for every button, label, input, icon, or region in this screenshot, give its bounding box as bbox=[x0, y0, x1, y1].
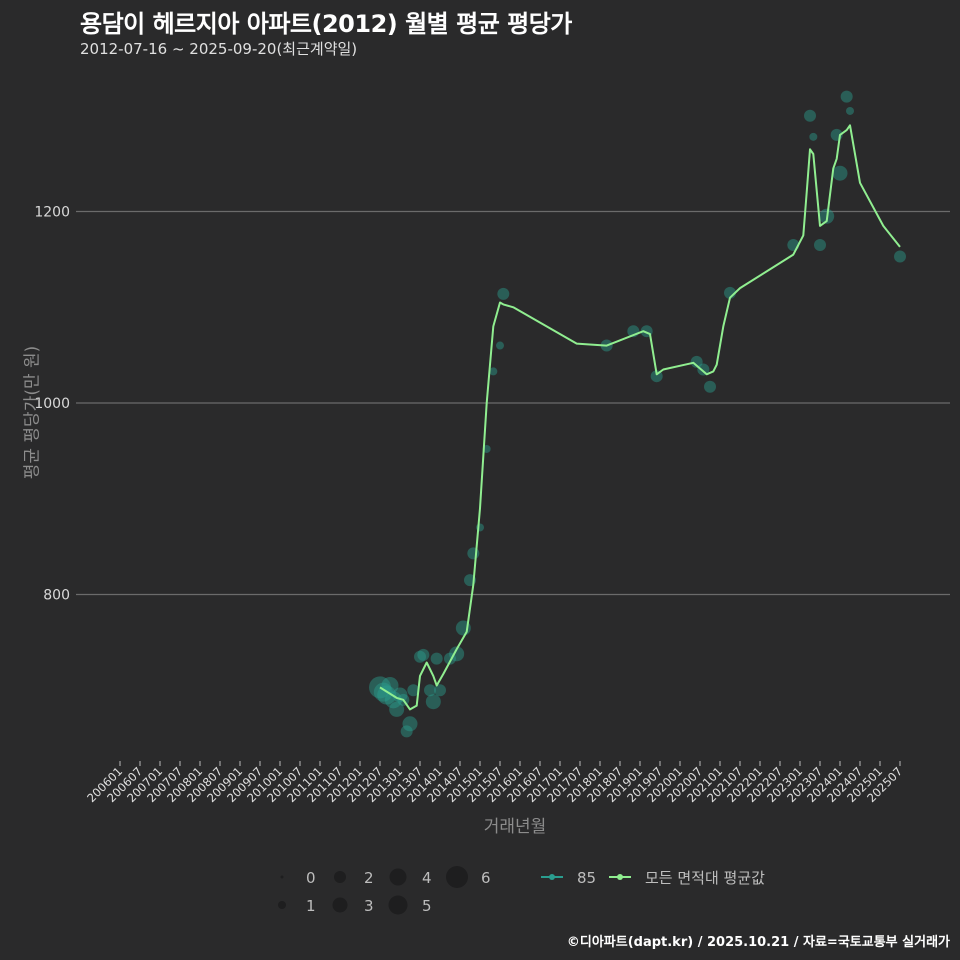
source-credit: ©디아파트(dapt.kr) / 2025.10.21 / 자료=국토교통부 실… bbox=[566, 935, 950, 950]
svg-text:2: 2 bbox=[364, 869, 374, 887]
svg-text:모든 면적대 평균값: 모든 면적대 평균값 bbox=[645, 869, 765, 887]
svg-text:3: 3 bbox=[364, 897, 374, 915]
x-axis-ticks: 2006012006072007012007072008012008072009… bbox=[84, 761, 905, 805]
chart-title: 용담이 헤르지아 아파트(2012) 월별 평균 평당가 bbox=[80, 10, 572, 38]
gridlines bbox=[76, 210, 950, 596]
svg-text:4: 4 bbox=[422, 869, 432, 887]
y-axis-label: 평균 평당가(만 원) bbox=[22, 345, 43, 480]
series-average-line bbox=[379, 124, 901, 711]
svg-text:1: 1 bbox=[306, 897, 316, 915]
svg-text:1200: 1200 bbox=[34, 205, 70, 221]
svg-text:800: 800 bbox=[43, 588, 70, 604]
svg-text:6: 6 bbox=[481, 869, 491, 887]
x-axis-label: 거래년월 bbox=[483, 817, 547, 837]
svg-text:85: 85 bbox=[577, 869, 596, 887]
chart-subtitle: 2012-07-16 ~ 2025-09-20(최근계약일) bbox=[80, 40, 358, 58]
svg-text:0: 0 bbox=[306, 869, 316, 887]
series-85-points bbox=[369, 90, 906, 738]
svg-text:1000: 1000 bbox=[34, 396, 70, 412]
legend: 0 1 2 3 4 5 6 85 모든 면적대 평균값 bbox=[278, 866, 765, 915]
svg-text:5: 5 bbox=[422, 897, 432, 915]
y-axis-ticks: 800 1000 1200 bbox=[34, 205, 70, 604]
